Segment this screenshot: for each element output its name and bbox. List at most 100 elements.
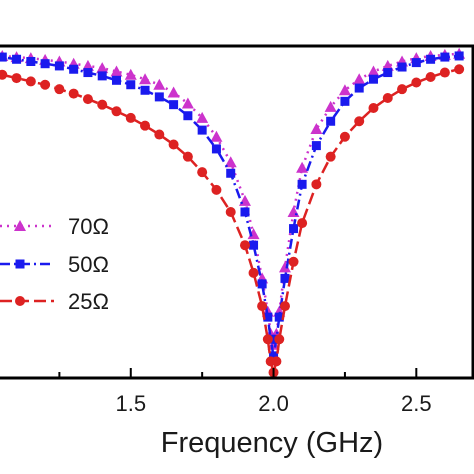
legend-label: 25Ω — [68, 289, 109, 314]
data-point-circle — [262, 334, 273, 345]
legend-item: 70Ω — [0, 214, 109, 239]
data-point-square — [426, 54, 436, 64]
data-point-triangle — [238, 194, 251, 206]
data-point-circle — [197, 167, 208, 178]
legend-item: 50Ω — [0, 252, 109, 277]
legend: 70Ω 50Ω 25Ω — [0, 214, 109, 314]
data-point-triangle — [196, 111, 209, 123]
data-point-circle — [54, 84, 65, 95]
data-point-circle — [257, 301, 268, 312]
data-point-square — [340, 96, 350, 106]
data-point-circle — [0, 69, 8, 80]
data-point-circle — [225, 207, 236, 217]
data-point-circle — [40, 79, 51, 90]
series-line — [0, 67, 460, 373]
data-point-circle — [97, 99, 108, 110]
data-point-circle — [382, 93, 393, 104]
data-point-circle — [25, 76, 36, 87]
data-point-circle — [168, 139, 179, 150]
data-point-square — [368, 74, 378, 84]
data-point-triangle — [110, 65, 123, 77]
data-point-triangle — [296, 161, 309, 173]
data-point-circle — [125, 112, 136, 123]
data-point-square — [169, 100, 179, 110]
data-point-square — [326, 116, 336, 126]
x-tick-label: 1.5 — [115, 391, 146, 416]
data-point-triangle — [96, 62, 109, 74]
data-point-triangle — [278, 261, 291, 273]
data-point-circle — [248, 267, 259, 278]
data-point-square — [257, 279, 267, 289]
data-point-circle — [411, 77, 422, 88]
data-point-circle — [274, 334, 285, 345]
data-point-circle — [11, 73, 22, 84]
x-axis-title: Frequency (GHz) — [161, 427, 383, 459]
data-point-triangle — [167, 86, 180, 98]
axes-layer: 1.5 2.0 2.5 — [0, 44, 474, 416]
data-point-square — [440, 52, 450, 62]
data-point-circle — [454, 64, 465, 75]
data-point-circle — [325, 151, 336, 162]
data-point-square — [397, 62, 407, 72]
data-point-circle — [368, 102, 379, 113]
data-point-square — [249, 240, 259, 250]
data-point-circle — [297, 218, 308, 229]
series-1 — [0, 51, 464, 361]
x-tick-label: 2.0 — [258, 391, 289, 416]
data-point-circle — [288, 256, 299, 267]
data-point-circle — [140, 120, 151, 131]
data-point-triangle — [267, 338, 280, 350]
data-point-circle — [82, 94, 93, 105]
data-point-square — [263, 312, 273, 322]
data-point-circle — [111, 106, 122, 117]
data-point-square — [154, 92, 164, 102]
data-point-square — [197, 125, 207, 135]
data-point-triangle — [310, 123, 323, 134]
data-point-triangle — [153, 78, 166, 90]
data-point-square — [54, 61, 64, 71]
data-point-circle — [15, 296, 25, 306]
data-point-square — [454, 51, 464, 61]
data-point-circle — [425, 71, 436, 82]
data-point-square — [140, 85, 150, 95]
data-point-square — [383, 68, 393, 78]
x-tick-label: 2.5 — [401, 391, 432, 416]
data-point-circle — [271, 356, 282, 367]
data-point-circle — [354, 116, 365, 127]
data-point-square — [40, 59, 50, 69]
data-point-square — [411, 58, 421, 68]
data-point-square — [69, 64, 79, 74]
data-point-circle — [311, 179, 322, 190]
data-point-circle — [397, 84, 408, 95]
data-point-circle — [211, 184, 222, 195]
data-point-circle — [439, 67, 450, 78]
data-point-triangle — [181, 97, 194, 109]
data-point-square — [211, 144, 221, 154]
data-point-circle — [68, 88, 79, 99]
data-point-triangle — [367, 65, 380, 77]
data-point-triangle — [14, 220, 26, 231]
data-point-square — [297, 179, 307, 189]
data-point-circle — [154, 129, 165, 140]
data-point-circle — [182, 151, 193, 162]
data-point-triangle — [353, 73, 366, 85]
data-point-square — [311, 141, 321, 151]
data-point-triangle — [210, 130, 223, 142]
data-point-square — [183, 111, 193, 121]
data-point-triangle — [124, 68, 137, 80]
legend-label: 70Ω — [68, 214, 109, 239]
data-point-triangle — [224, 156, 237, 168]
data-point-square — [274, 312, 284, 322]
data-point-square — [269, 351, 279, 361]
series-layer — [0, 47, 466, 378]
data-point-triangle — [139, 73, 152, 85]
data-point-square — [26, 56, 36, 66]
data-point-square — [0, 52, 7, 62]
data-point-square — [354, 83, 364, 93]
series-line — [0, 54, 460, 357]
data-point-triangle — [338, 84, 351, 96]
data-point-circle — [279, 301, 290, 312]
data-point-circle — [339, 131, 350, 142]
data-point-square — [15, 259, 25, 269]
